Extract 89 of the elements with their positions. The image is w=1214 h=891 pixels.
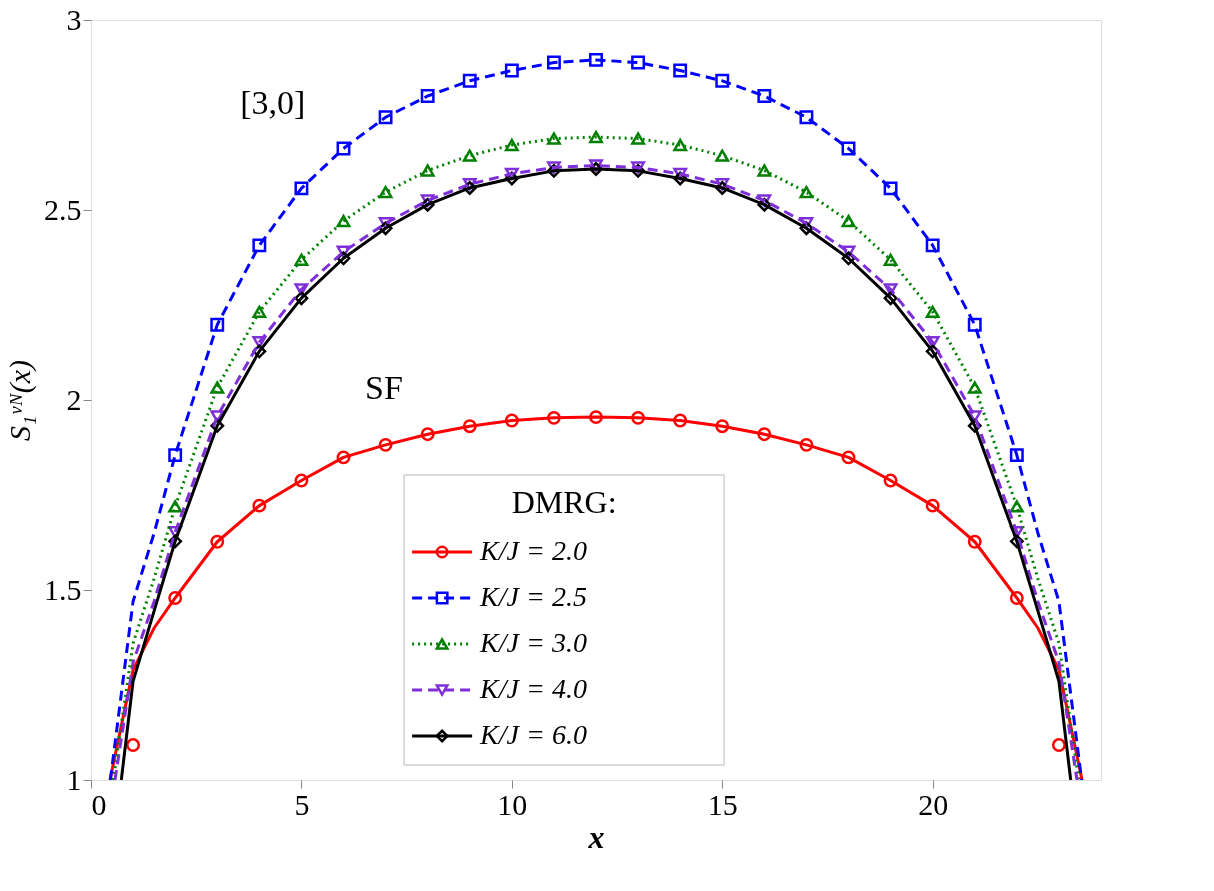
point bbox=[294, 473, 309, 488]
point bbox=[294, 291, 309, 306]
point bbox=[1009, 448, 1024, 463]
point bbox=[252, 305, 267, 319]
legend-label: K/J = 2.0 bbox=[479, 535, 587, 566]
point bbox=[252, 238, 267, 253]
point bbox=[504, 63, 519, 78]
point bbox=[294, 253, 309, 266]
point bbox=[168, 591, 183, 605]
legend-title: DMRG: bbox=[511, 484, 617, 520]
point bbox=[420, 89, 435, 103]
point bbox=[883, 473, 898, 488]
point bbox=[546, 410, 561, 425]
annotation: SF bbox=[364, 368, 403, 406]
point bbox=[967, 381, 982, 394]
point bbox=[504, 413, 519, 428]
annotation: [3,0] bbox=[240, 83, 306, 121]
point bbox=[925, 498, 940, 513]
point bbox=[126, 738, 141, 752]
y-tick-label: 2 bbox=[66, 382, 82, 416]
y-tick-label: 1 bbox=[66, 762, 82, 796]
point bbox=[336, 141, 351, 156]
point bbox=[210, 317, 225, 332]
point bbox=[589, 130, 603, 144]
point bbox=[841, 214, 856, 228]
y-tick-label: 1.5 bbox=[44, 572, 82, 606]
point bbox=[757, 427, 772, 442]
point bbox=[378, 437, 393, 452]
point bbox=[799, 185, 814, 199]
point bbox=[378, 110, 393, 125]
y-tick-label: 2.5 bbox=[44, 192, 82, 226]
x-tick-label: 15 bbox=[707, 787, 738, 821]
point bbox=[631, 55, 646, 70]
legend-label: K/J = 2.5 bbox=[479, 581, 587, 612]
point bbox=[210, 381, 225, 394]
point bbox=[1051, 738, 1066, 752]
point bbox=[252, 498, 267, 513]
point bbox=[967, 410, 982, 423]
x-tick-label: 20 bbox=[918, 787, 949, 821]
point bbox=[546, 55, 561, 70]
point bbox=[715, 73, 730, 88]
x-tick-label: 10 bbox=[497, 787, 528, 821]
point bbox=[673, 63, 688, 78]
point bbox=[294, 181, 309, 196]
point bbox=[757, 164, 772, 177]
point bbox=[336, 214, 351, 228]
x-tick-label: 5 bbox=[294, 787, 310, 821]
x-tick-label: 0 bbox=[91, 787, 107, 821]
point bbox=[420, 427, 435, 442]
point bbox=[715, 419, 730, 434]
point bbox=[631, 410, 646, 425]
legend-label: K/J = 6.0 bbox=[479, 719, 587, 750]
point bbox=[420, 164, 435, 177]
legend-label: K/J = 3.0 bbox=[479, 627, 587, 658]
point bbox=[504, 138, 519, 152]
point bbox=[589, 410, 603, 425]
point bbox=[546, 132, 561, 145]
point bbox=[883, 291, 898, 306]
point bbox=[589, 52, 603, 67]
point bbox=[715, 149, 730, 162]
point bbox=[462, 419, 477, 434]
x-axis-title: x bbox=[587, 818, 605, 855]
point bbox=[168, 448, 183, 463]
legend-label: K/J = 4.0 bbox=[479, 673, 587, 704]
point bbox=[673, 413, 688, 428]
point bbox=[462, 73, 477, 88]
point bbox=[673, 138, 688, 152]
point bbox=[168, 500, 183, 513]
point bbox=[378, 185, 393, 199]
point bbox=[799, 437, 814, 452]
point bbox=[967, 534, 982, 549]
point bbox=[210, 410, 225, 423]
point bbox=[462, 149, 477, 162]
point bbox=[210, 534, 225, 549]
point bbox=[841, 450, 856, 465]
y-tick-label: 3 bbox=[66, 2, 82, 36]
point bbox=[631, 132, 646, 145]
point bbox=[799, 110, 814, 125]
point bbox=[925, 305, 940, 319]
point bbox=[967, 317, 982, 332]
point bbox=[757, 89, 772, 103]
point bbox=[336, 450, 351, 465]
point bbox=[925, 238, 940, 253]
point bbox=[1009, 500, 1024, 513]
point bbox=[1009, 591, 1024, 605]
point bbox=[883, 181, 898, 196]
point bbox=[883, 253, 898, 266]
y-axis-title: S₁ᵛᴺ(x) bbox=[3, 360, 37, 441]
point bbox=[841, 141, 856, 156]
